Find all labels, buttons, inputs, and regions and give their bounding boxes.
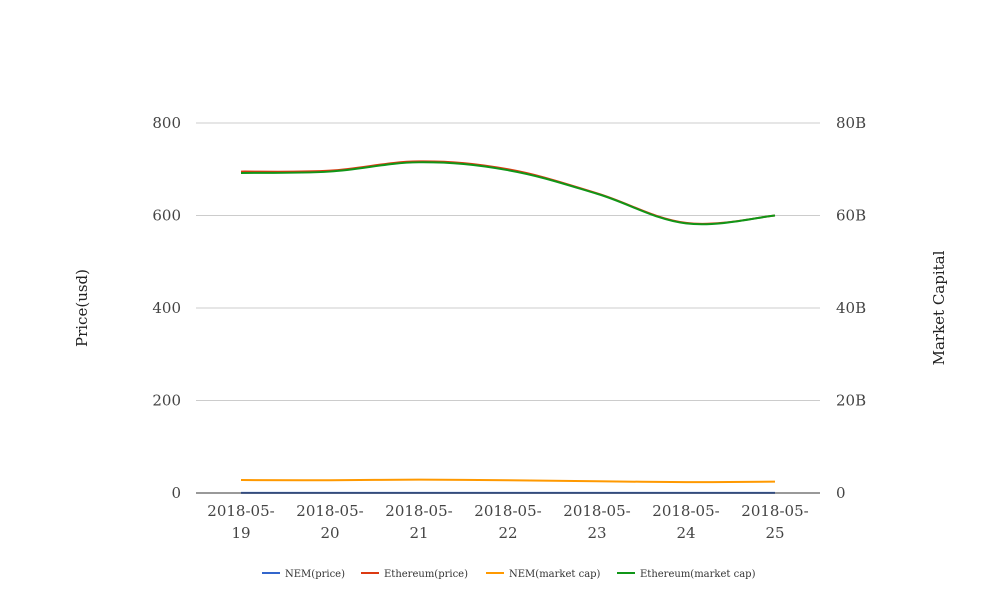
x-tick-label: 2018-05-20 <box>296 502 363 542</box>
x-tick-label: 2018-05-22 <box>474 502 541 542</box>
x-tick-label: 2018-05-25 <box>741 502 808 542</box>
y-left-tick-label: 800 <box>152 114 181 132</box>
y-right-tick-label: 60B <box>836 207 866 225</box>
legend: NEM(price) Ethereum(price) NEM(market cap)… <box>262 569 756 580</box>
y-left-tick-label: 0 <box>171 484 181 502</box>
legend-label-nem-market-cap: NEM(market cap) <box>509 569 601 580</box>
legend-label-ethereum-price: Ethereum(price) <box>384 569 468 580</box>
right-axis-ticks: 0 20B 40B 60B 80B <box>836 114 866 502</box>
y-left-tick-label: 400 <box>152 299 181 317</box>
left-axis-ticks: 0 200 400 600 800 <box>152 114 181 502</box>
y-right-tick-label: 0 <box>836 484 846 502</box>
legend-label-nem-price: NEM(price) <box>285 569 345 580</box>
gridlines <box>196 122 820 401</box>
y-right-tick-label: 40B <box>836 299 866 317</box>
y-axis-left-title: Price(usd) <box>73 269 91 347</box>
y-left-tick-label: 200 <box>152 392 181 410</box>
series-lines <box>240 160 776 494</box>
series-line-ethereum-market-cap <box>240 161 776 226</box>
y-axis-right-title: Market Capital <box>930 250 948 365</box>
series-line-nem-market-cap <box>240 478 776 484</box>
y-left-tick-label: 600 <box>152 207 181 225</box>
y-right-tick-label: 20B <box>836 392 866 410</box>
x-tick-label: 2018-05-19 <box>207 502 274 542</box>
legend-label-ethereum-market-cap: Ethereum(market cap) <box>640 569 756 580</box>
x-tick-label: 2018-05-24 <box>652 502 719 542</box>
y-right-tick-label: 80B <box>836 114 866 132</box>
x-tick-label: 2018-05-21 <box>385 502 452 542</box>
x-axis-ticks: 2018-05-19 2018-05-20 2018-05-21 2018-05-22… <box>207 502 808 542</box>
x-tick-label: 2018-05-23 <box>563 502 630 542</box>
